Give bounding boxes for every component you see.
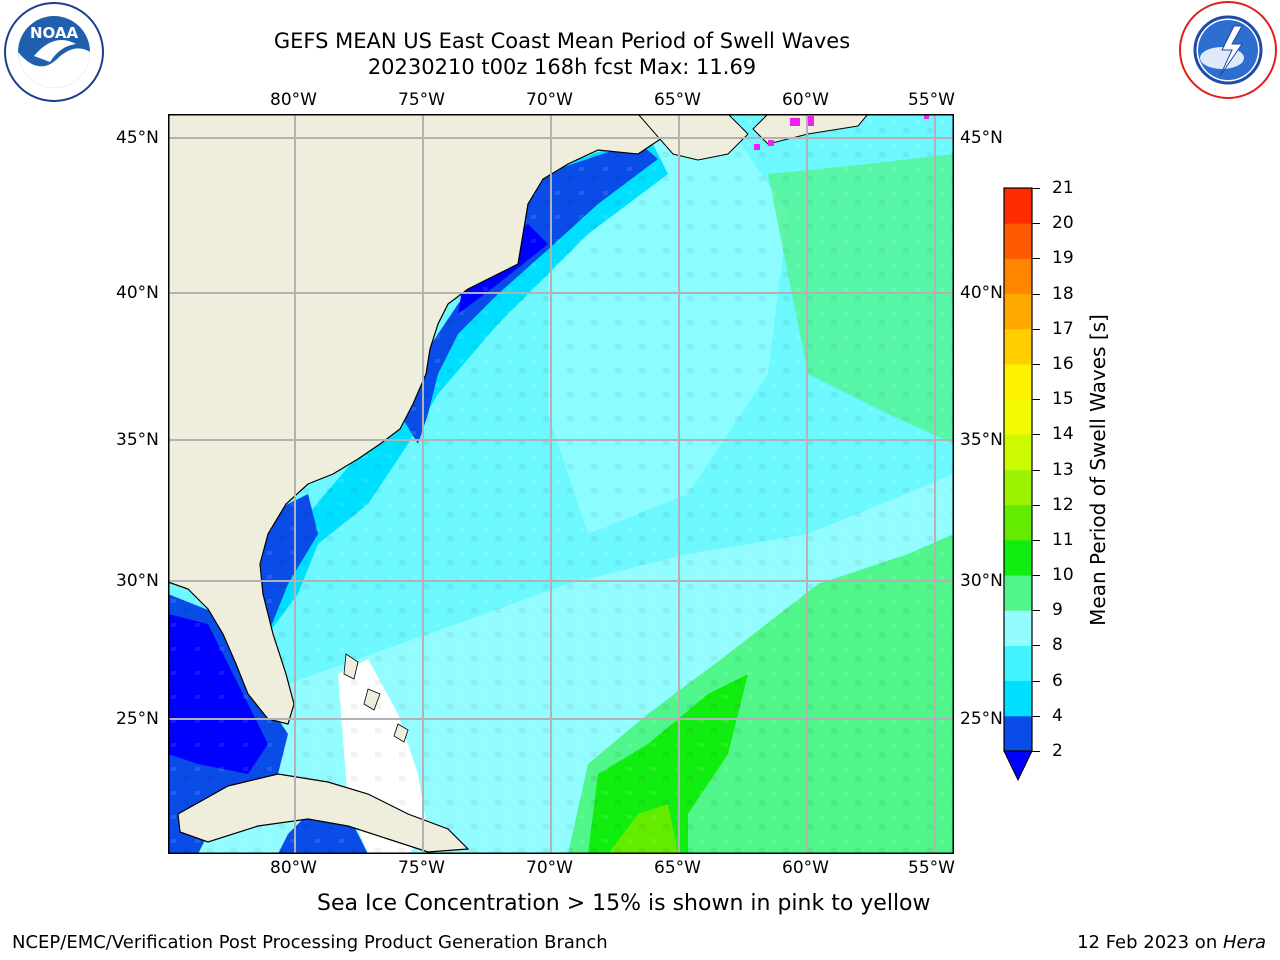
- lon-label-top: 65°W: [654, 90, 701, 110]
- colorbar-tick-mark: [1032, 363, 1040, 365]
- colorbar-cell: [1004, 293, 1032, 330]
- sea-ice-cell: [924, 114, 929, 119]
- chart-title-line1: GEFS MEAN US East Coast Mean Period of S…: [273, 29, 851, 53]
- footer-date-text: 12 Feb 2023 on: [1077, 932, 1223, 953]
- colorbar-cell: [1004, 188, 1032, 224]
- lon-label-top: 80°W: [270, 90, 317, 110]
- nws-logo-icon: [1176, 0, 1280, 100]
- colorbar-tick-mark: [1032, 751, 1040, 752]
- colorbar-cell: [1004, 469, 1032, 506]
- colorbar-label: Mean Period of Swell Waves [s]: [1086, 314, 1110, 626]
- colorbar-tick-label: 10: [1052, 565, 1074, 586]
- colorbar-tick-label: 19: [1052, 248, 1074, 269]
- lat-label-right: 40°N: [960, 283, 1003, 303]
- colorbar-cell: [1004, 610, 1032, 646]
- colorbar-tick-label: 14: [1052, 424, 1074, 445]
- colorbar-cell: [1004, 504, 1032, 541]
- colorbar-tick-mark: [1032, 434, 1040, 436]
- lat-label-left: 25°N: [116, 709, 159, 729]
- colorbar-tick-label: 11: [1052, 529, 1074, 550]
- colorbar-cell: [1004, 715, 1032, 752]
- lon-label-top: 70°W: [526, 90, 573, 110]
- colorbar-cell: [1004, 223, 1032, 259]
- bahamas-islands: [343, 653, 409, 743]
- sea-ice-cell: [808, 116, 814, 126]
- colorbar-tick-mark: [1032, 188, 1040, 189]
- sea-ice-cell: [790, 118, 800, 126]
- lon-label-bottom: 70°W: [526, 858, 573, 878]
- lat-label-right: 30°N: [960, 571, 1003, 591]
- lat-label-right: 25°N: [960, 709, 1003, 729]
- colorbar-tick-mark: [1032, 715, 1040, 717]
- colorbar-tick-label: 4: [1052, 705, 1063, 726]
- colorbar-tick-label: 16: [1052, 353, 1074, 374]
- colorbar-cell: [1004, 680, 1032, 717]
- sea-ice-caption: Sea Ice Concentration > 15% is shown in …: [317, 891, 931, 916]
- colorbar-tick-label: 17: [1052, 318, 1074, 339]
- colorbar-tick-label: 20: [1052, 213, 1074, 234]
- colorbar-tick-mark: [1032, 223, 1040, 225]
- colorbar-under-triangle: [1003, 750, 1033, 782]
- colorbar-cell: [1004, 434, 1032, 470]
- lon-label-bottom: 55°W: [908, 858, 955, 878]
- colorbar-tick-label: 6: [1052, 670, 1063, 691]
- colorbar-tick-label: 21: [1052, 178, 1074, 198]
- footer-host: Hera: [1222, 932, 1266, 953]
- graticule: [168, 114, 954, 854]
- colorbar-cell: [1004, 258, 1032, 295]
- colorbar-tick-label: 18: [1052, 283, 1074, 304]
- footer-date: 12 Feb 2023 on Hera: [1077, 932, 1266, 954]
- lat-label-left: 35°N: [116, 430, 159, 450]
- lat-label-left: 45°N: [116, 128, 159, 148]
- colorbar-cell: [1004, 399, 1032, 435]
- colorbar-tick-mark: [1032, 258, 1040, 260]
- lat-label-left: 30°N: [116, 571, 159, 591]
- map-panel: [168, 114, 954, 854]
- colorbar-tick-mark: [1032, 539, 1040, 541]
- colorbar-tick-mark: [1032, 469, 1040, 471]
- us-east-coast-land: [168, 114, 729, 725]
- lat-label-right: 45°N: [960, 128, 1003, 148]
- colorbar-tick-mark: [1032, 504, 1040, 506]
- sea-ice-cell: [768, 140, 774, 146]
- chart-title-line2: 20230210 t00z 168h fcst Max: 11.69: [367, 55, 757, 79]
- lat-label-right: 35°N: [960, 430, 1003, 450]
- lon-label-top: 75°W: [398, 90, 445, 110]
- lat-label-left: 40°N: [116, 283, 159, 303]
- lon-label-bottom: 80°W: [270, 858, 317, 878]
- colorbar-cell: [1004, 539, 1032, 576]
- lon-label-bottom: 65°W: [654, 858, 701, 878]
- noaa-logo-icon: NOAA: [4, 2, 104, 102]
- colorbar: [1003, 187, 1033, 782]
- colorbar-tick-label: 12: [1052, 494, 1074, 515]
- colorbar-tick-label: 9: [1052, 600, 1063, 621]
- colorbar-tick-mark: [1032, 610, 1040, 612]
- lon-label-top: 60°W: [782, 90, 829, 110]
- colorbar-tick-mark: [1032, 399, 1040, 401]
- colorbar-tick-mark: [1032, 575, 1040, 577]
- colorbar-cell: [1004, 328, 1032, 365]
- colorbar-cell: [1004, 645, 1032, 682]
- lon-label-top: 55°W: [908, 90, 955, 110]
- map-frame: [168, 114, 954, 854]
- lon-label-bottom: 75°W: [398, 858, 445, 878]
- colorbar-tick-mark: [1032, 328, 1040, 330]
- colorbar-tick-mark: [1032, 680, 1040, 682]
- svg-text:NOAA: NOAA: [30, 24, 79, 42]
- sea-ice-cell: [754, 144, 760, 150]
- cuba-land: [177, 773, 470, 853]
- colorbar-tick-label: 15: [1052, 389, 1074, 410]
- colorbar-tick-label: 2: [1052, 741, 1063, 761]
- colorbar-cell: [1004, 363, 1032, 400]
- colorbar-tick-label: 8: [1052, 635, 1063, 656]
- colorbar-cell: [1004, 575, 1032, 611]
- lon-label-bottom: 60°W: [782, 858, 829, 878]
- colorbar-tick-mark: [1032, 293, 1040, 295]
- footer-branch: NCEP/EMC/Verification Post Processing Pr…: [12, 932, 608, 953]
- colorbar-tick-mark: [1032, 645, 1040, 647]
- colorbar-tick-label: 13: [1052, 459, 1074, 480]
